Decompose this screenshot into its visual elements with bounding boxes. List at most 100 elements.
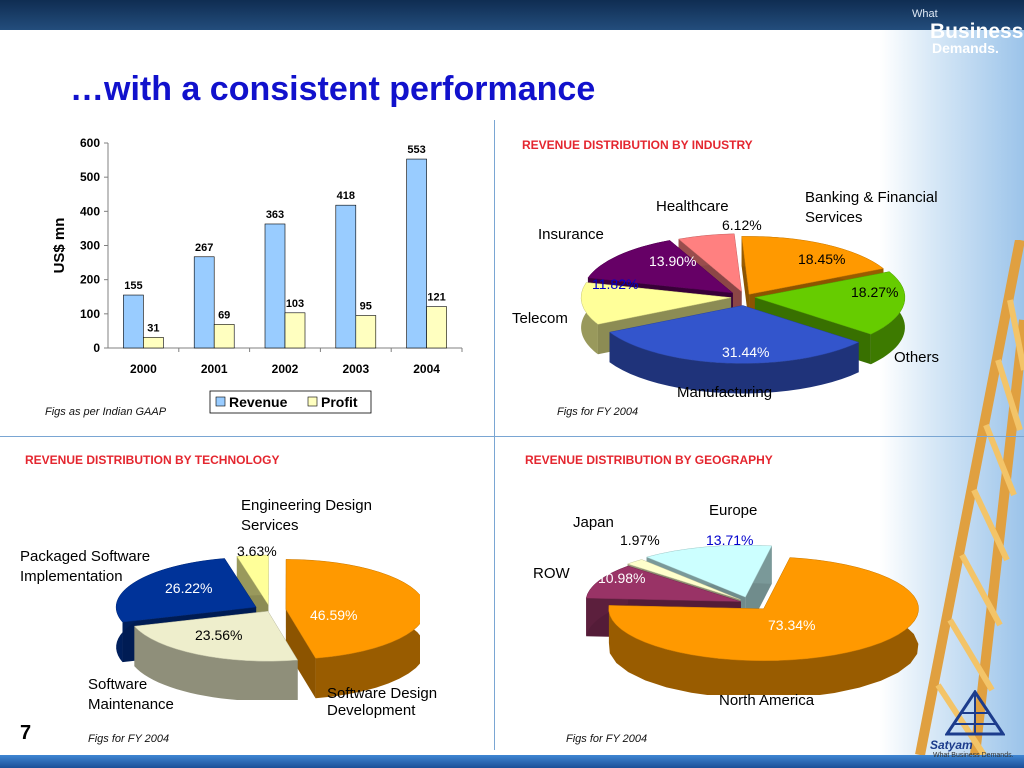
- profit-bar: [426, 306, 447, 349]
- geography-note: Figs for FY 2004: [566, 733, 648, 745]
- profit-bar: [213, 324, 235, 349]
- technology-panel-title: REVENUE DISTRIBUTION BY TECHNOLOGY: [25, 453, 280, 467]
- vertical-divider: [494, 120, 495, 750]
- page-number: 7: [20, 722, 32, 744]
- satyam-logo-text: Satyam: [930, 738, 973, 752]
- technology-note: Figs for FY 2004: [88, 733, 170, 745]
- technology-pct-development: 46.59%: [310, 607, 358, 623]
- x-tick-label: 2001: [201, 362, 228, 376]
- slice-side-software-design-development: [285, 609, 316, 699]
- pie-slice: [608, 557, 919, 695]
- technology-pct-packaged: 26.22%: [165, 580, 213, 596]
- slice-top-insurance: [580, 282, 732, 325]
- revenue-bar: [406, 158, 427, 349]
- slice-top-software-design-development: [285, 559, 420, 659]
- industry-pct-manufacturing: 31.44%: [722, 344, 770, 360]
- y-tick-label: 500: [80, 170, 100, 184]
- geography-label-row: ROW: [533, 565, 570, 582]
- industry-label-manufacturing: Manufacturing: [677, 384, 773, 401]
- profit-bar: [143, 337, 164, 349]
- technology-label-development: Software Design Development: [327, 685, 438, 719]
- revenue-bar: [264, 223, 286, 349]
- industry-note: Figs for FY 2004: [557, 406, 639, 418]
- revenue-data-label: 267: [195, 242, 213, 254]
- profit-data-label: 103: [286, 298, 304, 310]
- technology-pie-chart: [115, 554, 420, 700]
- geography-pie-chart: [585, 544, 919, 695]
- satyam-tagline: What Business Demands.: [933, 752, 1014, 759]
- revenue-bar: [335, 204, 357, 349]
- geography-pct-japan: 1.97%: [620, 532, 660, 548]
- slice-top-row: [585, 565, 741, 602]
- revenue-data-label: 418: [337, 190, 355, 202]
- geography-label-japan: Japan: [573, 514, 614, 531]
- industry-pct-insurance: 11.82%: [592, 276, 639, 292]
- x-tick-label: 2000: [130, 362, 157, 376]
- industry-panel-title: REVENUE DISTRIBUTION BY INDUSTRY: [522, 138, 753, 152]
- profit-data-label: 95: [360, 301, 372, 313]
- geography-pct-north-america: 73.34%: [768, 617, 816, 633]
- revenue-profit-bar-chart: 0 100 200 300 400 500 600 US$ mn 155 31 2000 267 69 2…: [51, 136, 463, 414]
- slice-rim-software-maintenance: [134, 626, 298, 700]
- pie-slice: [285, 559, 420, 699]
- y-tick-label: 100: [80, 307, 100, 321]
- industry-label-insurance: Insurance: [538, 226, 604, 243]
- slice-top-japan: [626, 559, 741, 600]
- bottom-banner: [0, 755, 1024, 768]
- y-tick-label: 0: [93, 341, 100, 355]
- x-tick-label: 2003: [342, 362, 369, 376]
- logo-business-text: Business: [930, 20, 1024, 43]
- geography-pct-row: 10.98%: [598, 570, 646, 586]
- pie-slice: [115, 558, 257, 663]
- slice-top-banking-financial-services: [741, 236, 884, 295]
- profit-data-label: 121: [427, 292, 445, 304]
- slice-top-europe: [645, 544, 773, 598]
- y-axis-title: US$ mn: [51, 218, 68, 274]
- slice-top-manufacturing: [608, 305, 860, 364]
- slice-top-north-america: [608, 557, 919, 662]
- profit-data-label: 69: [218, 309, 230, 321]
- horizontal-divider: [0, 436, 1024, 437]
- industry-label-telecom: Telecom: [512, 310, 568, 327]
- technology-pct-engineering: 3.63%: [237, 543, 277, 559]
- industry-label-banking: Banking & Financial Services: [805, 189, 938, 226]
- ladder-graphic: [915, 240, 1024, 755]
- industry-pie-chart: [580, 233, 906, 394]
- industry-pct-healthcare: 13.90%: [649, 253, 697, 269]
- slice-top-packaged-software-implementation: [115, 558, 257, 623]
- slice-top-engineering-design-services: [236, 554, 269, 606]
- top-banner: [0, 0, 1024, 30]
- x-tick-label: 2002: [272, 362, 299, 376]
- slice-rim-manufacturing: [609, 332, 859, 394]
- technology-label-engineering: Engineering Design Services: [241, 497, 372, 534]
- profit-bar: [284, 312, 306, 349]
- y-tick-label: 300: [80, 239, 100, 253]
- page-title: …with a consistent performance: [70, 70, 596, 108]
- legend-box: [209, 390, 372, 414]
- pie-slice: [133, 610, 299, 700]
- revenue-data-label: 155: [124, 280, 142, 292]
- profit-data-label: 31: [147, 322, 159, 334]
- y-tick-label: 600: [80, 136, 100, 150]
- industry-pct-healthcare-small: 6.12%: [722, 217, 762, 233]
- y-tick-label: 200: [80, 273, 100, 287]
- y-tick-label: 400: [80, 204, 100, 218]
- revenue-bar: [123, 294, 144, 349]
- logo-demands-text: Demands.: [932, 40, 999, 56]
- slice-top-healthcare: [587, 240, 734, 294]
- profit-bar: [355, 315, 377, 349]
- industry-pct-others: 18.27%: [851, 284, 899, 300]
- revenue-data-label: 553: [407, 144, 425, 156]
- legend-label: Revenue: [229, 394, 288, 410]
- logo-what-text: What: [912, 8, 938, 20]
- legend-swatch: [215, 396, 226, 407]
- geography-label-europe: Europe: [709, 502, 758, 519]
- slice-top-healthcare: [678, 233, 742, 293]
- industry-label-others: Others: [894, 349, 940, 366]
- legend-label: Profit: [321, 394, 358, 410]
- x-tick-label: 2004: [413, 362, 440, 376]
- geography-label-north-america: North America: [719, 692, 815, 709]
- slice-top-others: [754, 271, 906, 335]
- slice-top-software-maintenance: [133, 610, 299, 662]
- pie-slice: [608, 305, 860, 394]
